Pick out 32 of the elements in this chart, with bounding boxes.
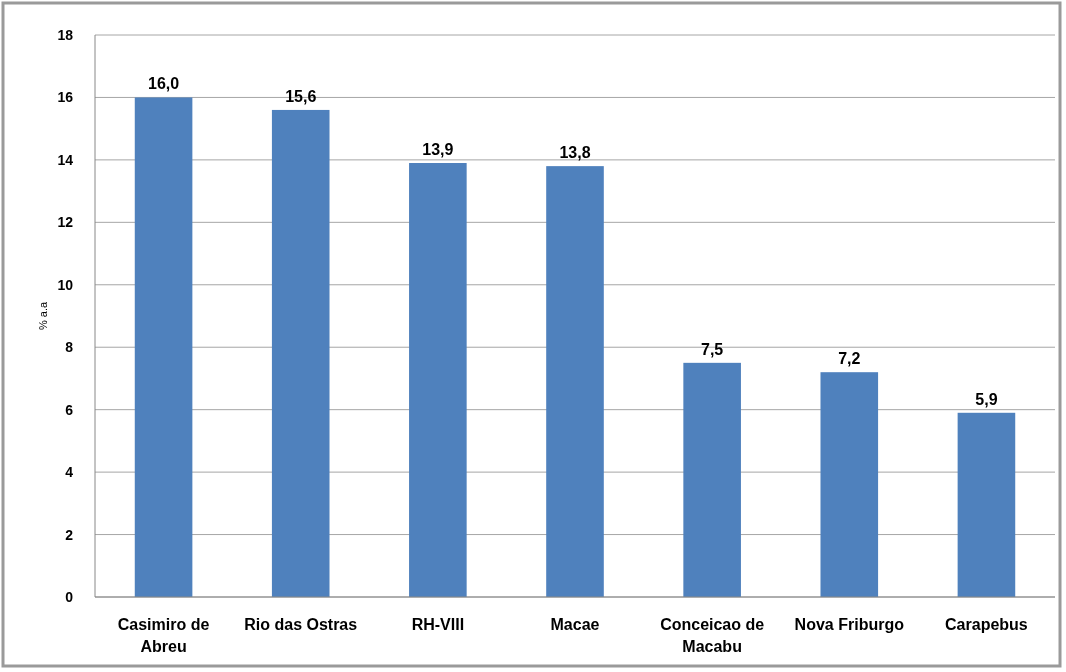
- y-tick-label: 8: [65, 339, 74, 356]
- x-tick-label: Macae: [550, 616, 600, 633]
- x-tick-label: Carapebus: [945, 616, 1028, 633]
- data-label: 16,0: [148, 75, 180, 93]
- x-tick-label: Conceicao de Macabu: [660, 616, 765, 655]
- bar: [546, 166, 604, 597]
- data-label: 13,8: [559, 144, 591, 162]
- y-tick-label: 4: [65, 464, 74, 481]
- data-label: 15,6: [285, 87, 317, 105]
- y-tick-label: 12: [57, 214, 74, 231]
- y-tick-label: 14: [57, 151, 74, 168]
- x-tick-label: Rio das Ostras: [244, 616, 358, 633]
- bar: [820, 372, 879, 597]
- data-label: 13,9: [422, 141, 454, 159]
- data-label: 5,9: [975, 390, 998, 408]
- y-tick-label: 16: [57, 89, 74, 106]
- x-tick-label: Casimiro de Abreu: [117, 616, 210, 655]
- data-label: 7,2: [838, 350, 861, 368]
- y-tick-label: 6: [65, 401, 74, 418]
- y-axis-title: % a.a: [37, 301, 49, 331]
- y-tick-label: 10: [57, 276, 74, 293]
- data-label: 7,5: [701, 340, 724, 358]
- y-tick-label: 2: [65, 526, 74, 543]
- y-tick-label: 0: [65, 589, 74, 605]
- bar: [271, 109, 330, 597]
- y-tick-label: 18: [57, 27, 74, 43]
- bar: [134, 97, 193, 597]
- bar: [683, 362, 741, 597]
- x-tick-label: Nova Friburgo: [794, 616, 905, 633]
- x-tick-label: RH-VIII: [411, 616, 465, 633]
- bar: [957, 412, 1016, 597]
- bar: [409, 163, 467, 597]
